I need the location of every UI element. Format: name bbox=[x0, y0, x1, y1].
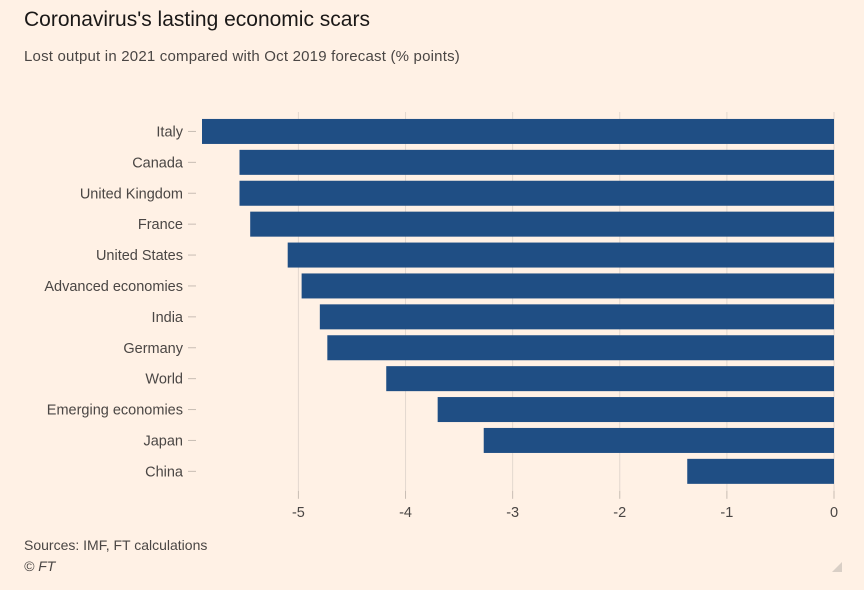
category-label: India bbox=[152, 310, 184, 326]
bar-emerging-economies bbox=[437, 397, 834, 423]
category-label: Italy bbox=[156, 124, 183, 140]
category-label: Advanced economies bbox=[44, 279, 183, 295]
copyright-note: © FT bbox=[24, 558, 56, 574]
bar-italy bbox=[202, 118, 834, 144]
category-label: Canada bbox=[132, 155, 184, 171]
resize-handle-icon bbox=[832, 562, 842, 572]
category-label: Germany bbox=[123, 341, 183, 357]
bar-world bbox=[386, 366, 834, 392]
category-label: China bbox=[145, 464, 184, 480]
x-tick-label: -5 bbox=[292, 505, 305, 521]
x-tick-label: -1 bbox=[720, 505, 733, 521]
x-tick-label: -3 bbox=[506, 505, 519, 521]
x-tick-label: 0 bbox=[830, 505, 838, 521]
bar-japan bbox=[483, 427, 834, 453]
category-label: Emerging economies bbox=[47, 403, 183, 419]
bar-canada bbox=[239, 149, 835, 175]
bar-france bbox=[250, 211, 835, 237]
chart-title: Coronavirus's lasting economic scars bbox=[24, 8, 370, 31]
chart-subtitle: Lost output in 2021 compared with Oct 20… bbox=[24, 48, 460, 65]
category-label: United States bbox=[96, 248, 183, 264]
bar-germany bbox=[327, 335, 834, 361]
category-label: Japan bbox=[143, 433, 183, 449]
source-note: Sources: IMF, FT calculations bbox=[24, 537, 208, 553]
bar-india bbox=[319, 304, 834, 330]
category-label: United Kingdom bbox=[80, 186, 183, 202]
category-label: France bbox=[138, 217, 183, 233]
x-tick-label: -4 bbox=[399, 505, 412, 521]
bar-china bbox=[687, 458, 834, 484]
bar-united-states bbox=[287, 242, 834, 268]
bar-chart: Italy Canada United Kingdom France United St… bbox=[44, 112, 838, 521]
category-label: World bbox=[145, 372, 183, 388]
bar-advanced-economies bbox=[301, 273, 834, 299]
bar-united-kingdom bbox=[239, 180, 835, 206]
x-tick-label: -2 bbox=[613, 505, 626, 521]
